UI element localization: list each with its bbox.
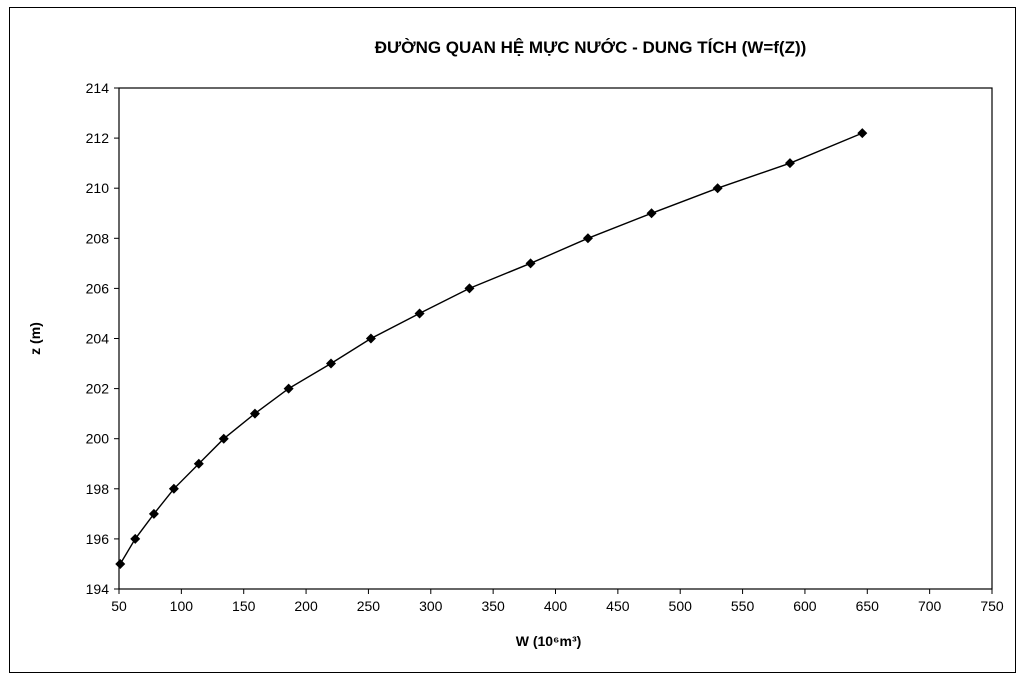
chart-title: ĐƯỜNG QUAN HỆ MỰC NƯỚC - DUNG TÍCH (W=f(… bbox=[375, 38, 807, 57]
data-point bbox=[365, 333, 376, 344]
data-point bbox=[784, 158, 795, 169]
line-chart: ĐƯỜNG QUAN HỆ MỰC NƯỚC - DUNG TÍCH (W=f(… bbox=[27, 38, 1004, 649]
y-tick-label: 196 bbox=[86, 531, 110, 547]
y-tick-label: 200 bbox=[86, 431, 110, 447]
y-tick-label: 210 bbox=[86, 180, 110, 196]
x-tick-label: 200 bbox=[294, 598, 318, 614]
data-point bbox=[168, 483, 179, 494]
data-point bbox=[130, 533, 141, 544]
data-point bbox=[326, 358, 337, 369]
data-point bbox=[148, 508, 159, 519]
x-tick-label: 450 bbox=[606, 598, 630, 614]
x-tick-label: 750 bbox=[980, 598, 1004, 614]
x-tick-label: 400 bbox=[544, 598, 568, 614]
data-point bbox=[115, 558, 126, 569]
y-tick-label: 198 bbox=[86, 481, 110, 497]
x-tick-label: 700 bbox=[918, 598, 942, 614]
x-tick-label: 350 bbox=[481, 598, 505, 614]
series-line bbox=[119, 132, 863, 565]
y-tick-label: 202 bbox=[86, 381, 110, 397]
data-point bbox=[712, 183, 723, 194]
chart-frame: ĐƯỜNG QUAN HỆ MỰC NƯỚC - DUNG TÍCH (W=f(… bbox=[9, 7, 1016, 673]
x-tick-label: 50 bbox=[111, 598, 127, 614]
x-tick-label: 100 bbox=[170, 598, 194, 614]
x-tick-label: 600 bbox=[793, 598, 817, 614]
x-tick-label: 300 bbox=[419, 598, 443, 614]
y-tick-label: 208 bbox=[86, 230, 110, 246]
x-tick-label: 550 bbox=[731, 598, 755, 614]
x-tick-label: 250 bbox=[357, 598, 381, 614]
data-point bbox=[283, 383, 294, 394]
x-tick-label: 150 bbox=[232, 598, 256, 614]
data-point bbox=[646, 208, 657, 219]
data-point bbox=[193, 458, 204, 469]
x-tick-label: 650 bbox=[856, 598, 880, 614]
plot-area bbox=[118, 87, 993, 590]
y-tick-label: 214 bbox=[86, 80, 110, 96]
y-tick-label: 194 bbox=[86, 581, 110, 597]
data-point bbox=[464, 283, 475, 294]
data-point bbox=[857, 128, 868, 139]
data-point bbox=[218, 433, 229, 444]
x-axis-label: W (10⁶m³) bbox=[516, 633, 582, 649]
data-point bbox=[414, 308, 425, 319]
y-tick-label: 212 bbox=[86, 130, 110, 146]
y-tick-label: 204 bbox=[86, 331, 110, 347]
data-point bbox=[582, 233, 593, 244]
data-point bbox=[249, 408, 260, 419]
x-tick-label: 500 bbox=[669, 598, 693, 614]
data-point bbox=[525, 258, 536, 269]
y-tick-label: 206 bbox=[86, 280, 110, 296]
y-axis-label: z (m) bbox=[27, 322, 43, 355]
